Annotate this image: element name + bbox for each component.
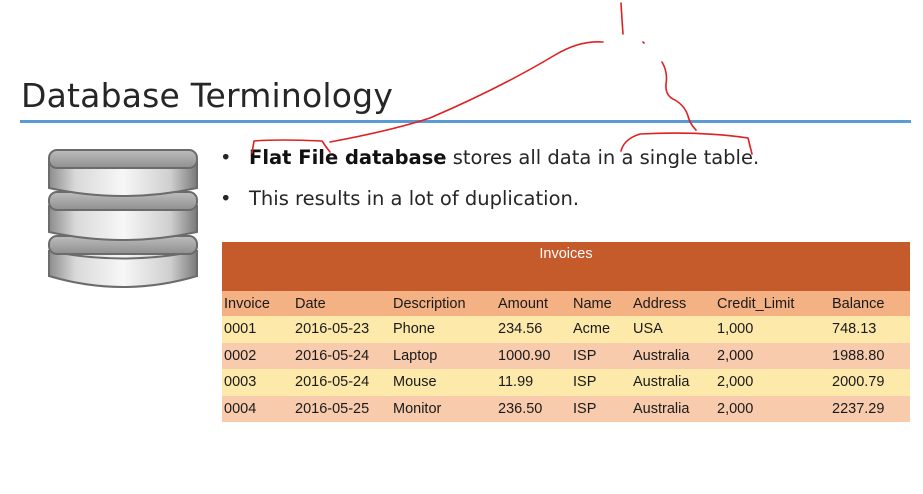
- table-cell: 236.50: [496, 395, 571, 422]
- ink-stroke-dot: [642, 41, 645, 44]
- column-header: Description: [391, 291, 496, 316]
- ink-stroke-vertical: [620, 2, 624, 35]
- table-cell: Laptop: [391, 342, 496, 369]
- table-cell: 11.99: [496, 369, 571, 396]
- table-cell: 748.13: [830, 316, 910, 343]
- table-cell: 2237.29: [830, 395, 910, 422]
- column-header: Balance: [830, 291, 910, 316]
- table-cell: 2,000: [715, 369, 830, 396]
- table-row: 0002 2016-05-24 Laptop 1000.90 ISP Austr…: [222, 342, 910, 369]
- column-header: Invoice: [222, 291, 293, 316]
- invoices-table: Invoices Invoice Date Description Amount…: [222, 242, 910, 422]
- table-cell: Australia: [631, 395, 715, 422]
- table-cell: ISP: [571, 342, 631, 369]
- table-cell: 2,000: [715, 342, 830, 369]
- column-header: Amount: [496, 291, 571, 316]
- table-cell: 2016-05-23: [293, 316, 391, 343]
- bullet-dot: •: [220, 146, 232, 169]
- bullet-dot: •: [220, 187, 232, 210]
- table-cell: 0004: [222, 395, 293, 422]
- table-cell: Mouse: [391, 369, 496, 396]
- table-cell: 2016-05-25: [293, 395, 391, 422]
- slide-title: Database Terminology: [21, 76, 394, 115]
- column-header: Date: [293, 291, 391, 316]
- table-caption: Invoices: [222, 242, 910, 291]
- bullet-text: This results in a lot of duplication.: [249, 187, 580, 210]
- table-cell: Australia: [631, 342, 715, 369]
- title-underline: [20, 120, 911, 123]
- table-cell: 2016-05-24: [293, 369, 391, 396]
- column-header: Address: [631, 291, 715, 316]
- table-cell: Australia: [631, 369, 715, 396]
- table-cell: 1,000: [715, 316, 830, 343]
- table-cell: 2,000: [715, 395, 830, 422]
- table-cell: 0003: [222, 369, 293, 396]
- table-cell: Acme: [571, 316, 631, 343]
- table-cell: ISP: [571, 369, 631, 396]
- database-stack-icon: [48, 149, 198, 288]
- table-row: 0001 2016-05-23 Phone 234.56 Acme USA 1,…: [222, 316, 910, 343]
- bullet-list: • Flat File database stores all data in …: [218, 143, 759, 225]
- table-row: 0003 2016-05-24 Mouse 11.99 ISP Australi…: [222, 369, 910, 396]
- column-header: Credit_Limit: [715, 291, 830, 316]
- table-cell: 234.56: [496, 316, 571, 343]
- table-cell: 2016-05-24: [293, 342, 391, 369]
- table-cell: Phone: [391, 316, 496, 343]
- bullet-item: • Flat File database stores all data in …: [218, 143, 759, 184]
- table-cell: ISP: [571, 395, 631, 422]
- table-cell: 2000.79: [830, 369, 910, 396]
- table-header-row: Invoice Date Description Amount Name Add…: [222, 291, 910, 316]
- table-cell: 1988.80: [830, 342, 910, 369]
- table-cell: USA: [631, 316, 715, 343]
- column-header: Name: [571, 291, 631, 316]
- bullet-item: • This results in a lot of duplication.: [218, 184, 759, 225]
- table-row: 0004 2016-05-25 Monitor 236.50 ISP Austr…: [222, 395, 910, 422]
- table-cell: Monitor: [391, 395, 496, 422]
- table-cell: 1000.90: [496, 342, 571, 369]
- bullet-text: stores all data in a single table.: [446, 146, 760, 169]
- bullet-bold-term: Flat File database: [249, 146, 447, 169]
- table-cell: 0001: [222, 316, 293, 343]
- table-cell: 0002: [222, 342, 293, 369]
